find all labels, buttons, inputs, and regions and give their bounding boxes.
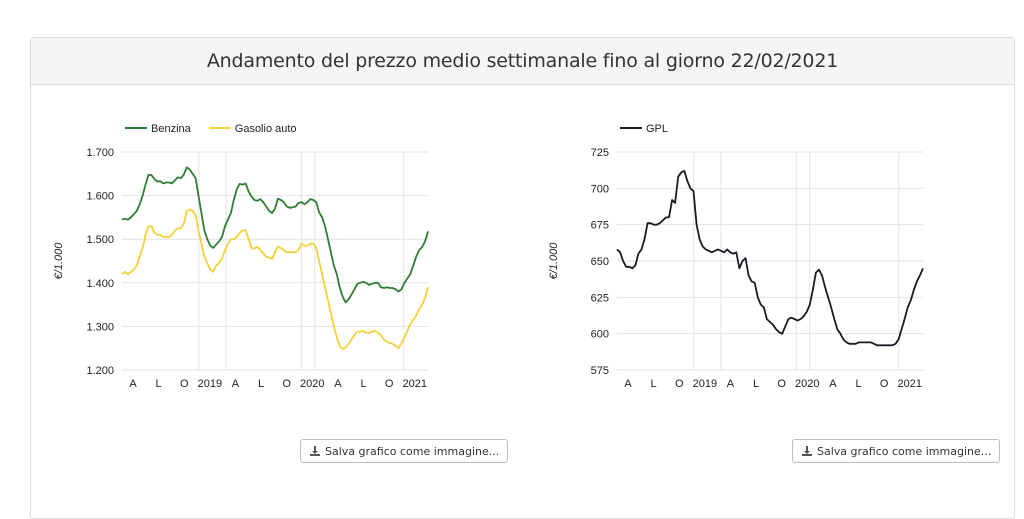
x-tick-label: O [880, 378, 889, 390]
y-tick-label: 700 [591, 183, 609, 195]
y-tick-label: 575 [591, 365, 609, 377]
download-icon [310, 446, 320, 456]
x-tick-label: L [258, 378, 264, 390]
x-tick-label: 2019 [198, 378, 222, 390]
x-tick-label: O [385, 378, 394, 390]
save-chart-image-label: Salva grafico come immagine... [817, 444, 992, 458]
y-tick-label: 600 [591, 329, 609, 341]
x-tick-label: 2021 [403, 378, 427, 390]
series-line-benzina [121, 166, 429, 304]
x-tick-label: 2020 [300, 378, 324, 390]
download-icon [802, 446, 812, 456]
chart-panel: Andamento del prezzo medio settimanale f… [30, 37, 1015, 519]
y-tick-label: 675 [591, 220, 609, 232]
page-title: Andamento del prezzo medio settimanale f… [206, 50, 839, 72]
x-tick-label: L [651, 378, 657, 390]
series-line-gasolio-auto [121, 208, 429, 351]
x-tick-label: A [727, 378, 735, 390]
y-tick-label: 1.600 [86, 191, 114, 203]
legend-label: Gasolio auto [235, 123, 297, 135]
y-tick-label: 725 [591, 147, 609, 159]
x-tick-label: A [624, 378, 632, 390]
x-tick-label: A [334, 378, 342, 390]
x-tick-label: L [855, 378, 861, 390]
save-chart-image-button-2[interactable]: Salva grafico come immagine... [792, 439, 1001, 463]
x-tick-label: O [777, 378, 786, 390]
x-tick-label: 2019 [693, 378, 717, 390]
fuel-price-chart-benzina-gasolio: 1.200 1.300 1.400 1.500 1.600 1.700 A L O 2019 A L O… [53, 123, 429, 390]
y-tick-label: 625 [591, 292, 609, 304]
series-line-gpl [616, 170, 924, 347]
y-tick-label: 1.300 [86, 321, 114, 333]
x-tick-label: A [232, 378, 240, 390]
legend-label: GPL [646, 123, 668, 135]
y-tick-label: 1.400 [86, 278, 114, 290]
fuel-price-chart-gpl: 575 600 625 650 675 700 725 A L O 2019 A L O 2020 A L O 20… [548, 123, 924, 390]
legend-label: Benzina [151, 123, 192, 135]
save-chart-image-label: Salva grafico come immagine... [325, 444, 500, 458]
x-tick-label: O [675, 378, 684, 390]
y-tick-label: 1.500 [86, 234, 114, 246]
x-tick-label: A [829, 378, 837, 390]
y-tick-label: 1.700 [86, 147, 114, 159]
x-tick-label: L [753, 378, 759, 390]
x-tick-label: L [156, 378, 162, 390]
x-tick-label: L [360, 378, 366, 390]
y-axis-label: €/1.000 [548, 242, 560, 280]
x-tick-label: O [282, 378, 291, 390]
x-tick-label: O [180, 378, 189, 390]
x-tick-label: 2021 [898, 378, 922, 390]
x-tick-label: 2020 [795, 378, 819, 390]
y-tick-label: 1.200 [86, 365, 114, 377]
y-axis-label: €/1.000 [53, 242, 65, 280]
save-chart-image-button-1[interactable]: Salva grafico come immagine... [300, 439, 509, 463]
panel-header: Andamento del prezzo medio settimanale f… [31, 38, 1014, 85]
x-tick-label: A [129, 378, 137, 390]
y-tick-label: 650 [591, 256, 609, 268]
